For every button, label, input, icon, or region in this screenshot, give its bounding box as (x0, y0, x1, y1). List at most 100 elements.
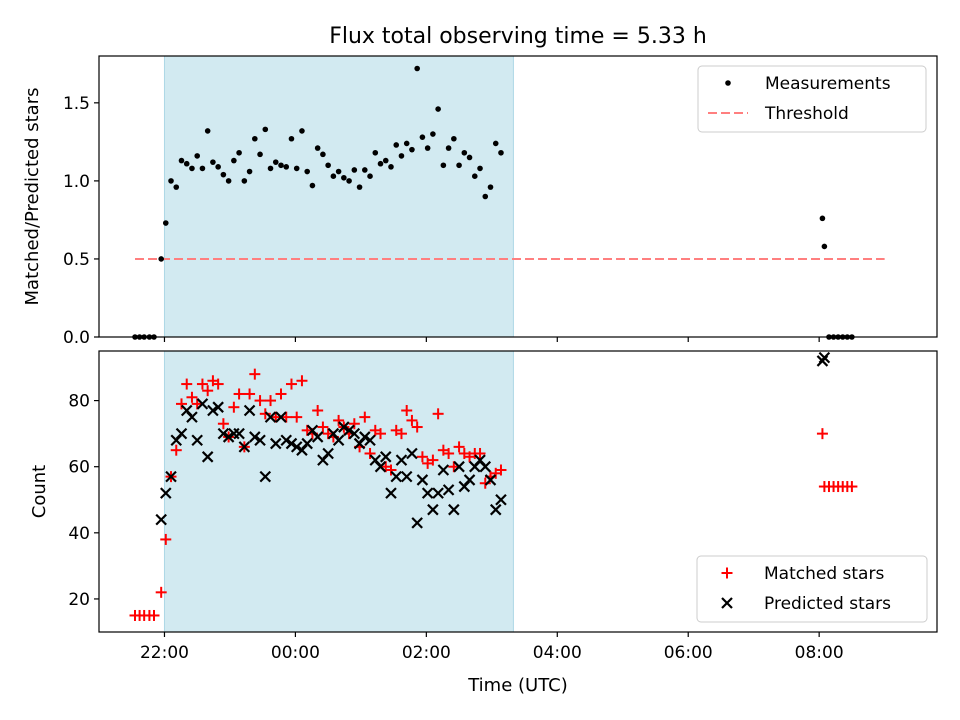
data-point (280, 411, 292, 423)
data-point (238, 441, 251, 453)
y-axis-label: Count (29, 465, 50, 518)
data-point (215, 164, 221, 170)
data-point (312, 405, 324, 417)
data-point-b (400, 470, 413, 483)
data-point-b (285, 437, 298, 450)
data-point (385, 464, 397, 476)
data-point (186, 391, 198, 403)
legend: Measurements Threshold (697, 65, 927, 133)
data-point (275, 411, 287, 423)
data-point-b (395, 454, 408, 466)
data-point (398, 153, 405, 159)
data-point (199, 165, 206, 172)
data-point (293, 165, 300, 172)
data-point (479, 477, 491, 489)
data-point-b (411, 517, 423, 529)
data-point (283, 164, 290, 170)
data-point (201, 451, 214, 463)
data-point (372, 149, 379, 156)
data-point (290, 441, 303, 453)
data-point (191, 398, 203, 410)
data-point (818, 351, 831, 364)
data-point-b (212, 401, 224, 413)
data-point (175, 398, 187, 410)
data-point (259, 408, 271, 420)
data-point (348, 418, 360, 430)
x-tick-label: 00:00 (271, 643, 320, 663)
ratio-panel: 0.0 0.5 1.0 1.5 Matched/Predicted stars Measu… (22, 55, 938, 348)
data-point-b (369, 454, 382, 466)
data-point-b (249, 431, 261, 443)
data-point (442, 484, 455, 496)
data-point (409, 146, 415, 153)
data-point (212, 378, 224, 390)
data-point-b (275, 411, 287, 423)
data-point (233, 388, 245, 400)
data-point (359, 431, 371, 443)
data-point (189, 165, 195, 172)
legend-marker-b (721, 597, 733, 609)
data-point-b (385, 487, 397, 499)
data-point (403, 140, 410, 147)
data-point-b (259, 470, 272, 483)
axes-frame (98, 350, 938, 633)
data-point-b (175, 427, 188, 440)
data-point (285, 378, 297, 390)
data-point (406, 447, 418, 460)
data-point (375, 428, 387, 440)
data-point (388, 164, 394, 170)
data-point (364, 434, 376, 447)
data-point-b (359, 431, 371, 443)
data-point (846, 481, 858, 493)
data-point (155, 513, 167, 526)
data-point (173, 184, 180, 190)
data-point (406, 414, 418, 426)
data-point (299, 128, 305, 134)
data-point (222, 431, 235, 443)
data-point-b (442, 484, 455, 496)
data-point-b (290, 441, 303, 453)
data-point-b (207, 404, 219, 417)
legend-box (696, 555, 928, 623)
data-point (477, 165, 483, 172)
data-point (217, 427, 230, 440)
data-point (448, 503, 460, 516)
data-point (236, 149, 242, 156)
data-point (267, 165, 274, 172)
data-point-b (191, 434, 203, 447)
data-point (461, 149, 468, 156)
data-point (191, 434, 203, 447)
data-point (278, 162, 284, 169)
data-point (341, 174, 347, 181)
data-point-b (406, 447, 418, 460)
data-point-b (343, 424, 355, 437)
data-point-b (484, 474, 497, 486)
data-point-b (254, 434, 266, 447)
data-point-b (479, 460, 492, 473)
data-point (264, 411, 277, 423)
legend-label: Matched stars (764, 564, 884, 584)
data-point (275, 388, 287, 400)
data-point (309, 182, 316, 189)
data-point (196, 398, 209, 410)
data-point-b (238, 441, 251, 453)
legend: Matched stars Predicted stars (696, 555, 928, 623)
data-point (304, 168, 310, 175)
series-measurements (132, 65, 855, 340)
data-point-b (374, 460, 387, 473)
x-tick-label: 06:00 (664, 643, 713, 663)
data-point-b (222, 431, 235, 443)
data-point-b (463, 474, 476, 486)
data-point (430, 131, 436, 137)
data-point-b (306, 424, 319, 437)
data-point-b (390, 470, 403, 483)
data-point (288, 135, 295, 142)
legend-box (697, 65, 927, 133)
data-point (269, 437, 282, 450)
legend-label: Measurements (765, 74, 891, 94)
data-point (443, 447, 455, 459)
data-point-b (160, 487, 172, 499)
data-point (259, 470, 272, 483)
data-point (217, 418, 229, 430)
data-point (175, 427, 188, 440)
